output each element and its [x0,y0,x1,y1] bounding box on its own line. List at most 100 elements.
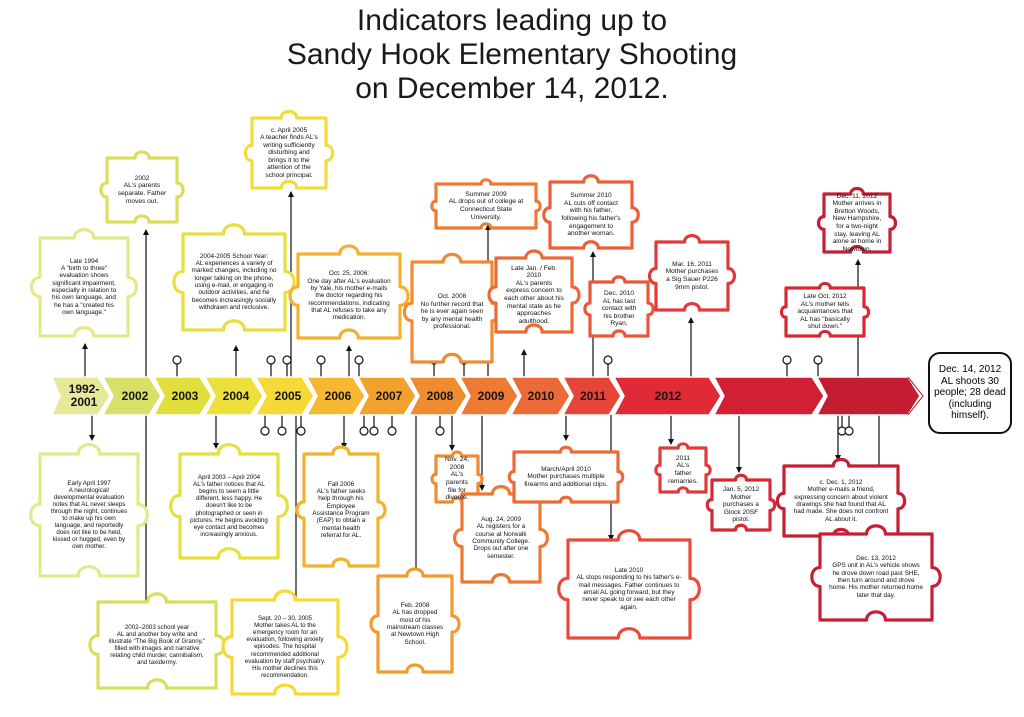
puzzle-piece [369,567,461,674]
event-card: Oct. 25, 2006: One day after AL's evalua… [298,254,400,338]
timeline-segment [612,376,722,416]
timeline-segment [561,376,622,416]
event-card: Dec. 2010 AL has last contact with his b… [590,282,648,336]
event-text: Late Jan. / Feb. 2010 AL's parents expre… [504,264,564,325]
puzzle-piece [647,233,737,312]
event-text: Dec. 11, 2012 Mother arrives in Bretton … [832,192,882,253]
event-card: c. April 2005 A teacher finds AL's writi… [252,118,326,188]
pin-circle [282,355,292,365]
event-card: Aug. 24, 2009 AL registers for a course … [462,494,540,582]
pin-circle [359,426,369,436]
puzzle-piece [88,592,226,690]
puzzle-piece [810,524,942,622]
event-card: 2004-2005 School Year: AL experiences a … [183,234,285,330]
puzzle-piece [583,275,655,338]
puzzle-piece [779,281,871,338]
segment-label: 2006 [325,389,352,403]
segment-label: 2003 [172,389,199,403]
event-text: April 2003 – April 2004 AL's father noti… [190,474,268,538]
pin-circle [172,355,182,365]
event-card: 2002 AL's parents separate. Father moves… [107,158,177,222]
event-text: Jan. 5, 2012 Mother purchases a Glock 20… [722,486,760,524]
segment-label: 2004 [223,389,250,403]
event-card: 2011 AL's father remarries. [660,448,706,492]
timeline-segment [254,376,315,416]
puzzle-piece [487,249,581,334]
puzzle-piece [99,150,185,224]
puzzle-piece [172,223,296,332]
event-text: c. April 2005 A teacher finds AL's writi… [260,126,318,179]
puzzle-piece [654,442,712,494]
event-card: Late Oct. 2012 AL's mother tells acquain… [786,288,864,336]
puzzle-piece [507,445,625,504]
event-text: Oct. 2008 No further record that he is e… [420,293,484,331]
timeline-segment [458,376,519,416]
segment-label: 2009 [478,389,505,403]
puzzle-piece [169,443,289,560]
event-card: March/April 2010 Mother purchases multip… [514,452,618,502]
timeline-segment [815,376,921,416]
final-event-box: Dec. 14, 2012 AL shoots 30 people; 28 de… [928,352,1012,434]
pin-circle [296,426,306,436]
event-text: Summer 2010 AL cuts off contact with his… [561,192,621,238]
puzzle-piece [705,473,777,532]
pin-circle [369,426,379,436]
title-line-1: Indicators leading up to [356,4,668,37]
event-card: Dec. 11, 2012 Mother arrives in Bretton … [824,192,890,253]
timeline-segment [407,376,468,416]
event-text: c. Dec. 1, 2012 Mother e-mails a friend,… [793,479,889,523]
event-text: Dec. 2010 AL has last contact with his b… [601,290,637,328]
final-event-text: Dec. 14, 2012 AL shoots 30 people; 28 de… [934,364,1006,422]
event-text: 2011 AL's father remarries. [668,454,698,485]
event-text: Late 1994 A "birth to three" evaluation … [51,257,117,316]
pin-circle [435,426,445,436]
event-text: Late 2010 AL stops responding to his fat… [576,567,682,611]
timeline-segment [305,376,366,416]
timeline-segment [712,376,825,416]
timeline-segment [101,376,162,416]
event-text: Oct. 25, 2006: One day after AL's evalua… [307,270,391,322]
event-card: Late 1994 A "birth to three" evaluation … [40,238,128,336]
event-text: Summer 2009 AL drops out of college at C… [448,190,524,221]
pin-circle [277,426,287,436]
event-text: Dec. 13, 2012 GPS unit in AL's vehicle s… [829,555,923,599]
event-card: Late 2010 AL stops responding to his fat… [568,540,690,638]
timeline-segment [152,376,213,416]
event-text: Late Oct. 2012 AL's mother tells acquain… [797,293,853,331]
event-card: Summer 2010 AL cuts off contact with his… [550,182,632,248]
puzzle-piece [295,445,387,568]
event-card: Sept. 20 – 30, 2005 Mother takes AL to t… [232,600,338,694]
event-card: Late Jan. / Feb. 2010 AL's parents expre… [496,258,572,332]
pin-circle [603,355,613,365]
event-text: March/April 2010 Mother purchases multip… [524,465,608,488]
puzzle-pieces [29,109,942,696]
event-text: Early April 1997 A neurological/ develop… [50,479,128,551]
pin-circle [266,355,276,365]
timeline-arrow: 1992-2001 2002 2003 2004 2005 2006 2007 2008 200… [50,376,924,416]
segment-label: 2010 [528,389,555,403]
segment-label: 2002 [122,389,149,403]
puzzle-piece [30,228,138,338]
pin-circle [782,355,792,365]
puzzle-piece [243,109,335,190]
event-card: Early April 1997 A neurological/ develop… [40,454,138,576]
segment-label: 2005 [275,389,302,403]
event-card: Oct. 2008 No further record that he is e… [412,262,492,362]
pin-circle [813,355,823,365]
puzzle-piece [453,485,549,584]
timeline-tip [907,376,924,416]
event-text: Aug. 24, 2009 AL registers for a course … [472,516,530,560]
puzzle-piece [557,529,701,640]
pin-circle [387,426,397,436]
event-text: 2002 AL's parents separate. Father moves… [117,174,167,205]
event-text: Sept. 20 – 30, 2005 Mother takes AL to t… [244,615,326,679]
title-line-3: on December 14, 2012. [355,72,669,105]
event-text: 2004-2005 School Year: AL experiences a … [191,252,277,311]
segment-label: 2012 [655,389,682,403]
event-text: Fall 2006 AL's father seeks help through… [312,480,370,539]
timeline-segment [203,376,264,416]
puzzle-piece [816,186,898,254]
timeline-segment [509,376,571,416]
puzzle-piece [29,443,149,578]
